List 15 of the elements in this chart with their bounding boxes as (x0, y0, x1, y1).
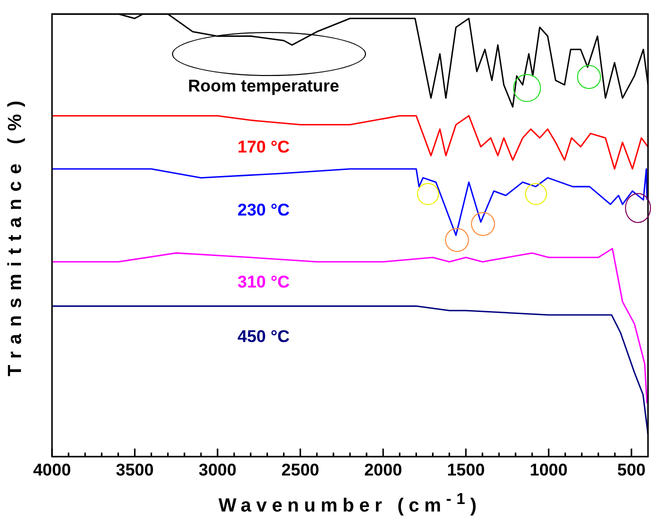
x-tick-label: 1500 (446, 460, 485, 480)
x-tick-label: 3000 (198, 460, 236, 480)
series-label: 170 °C (237, 137, 290, 156)
series-label: 230 °C (237, 200, 290, 220)
y-axis-title: Transmittance (%) (5, 92, 27, 378)
x-tick-label: 2000 (364, 460, 402, 480)
x-axis-title: Wavenumber (cm$^{-1}$) (217, 491, 483, 518)
series-label: 310 °C (237, 272, 290, 292)
x-tick-label: 1000 (530, 460, 568, 480)
series-label: 450 °C (237, 326, 290, 346)
x-tick-label: 3500 (116, 460, 154, 480)
x-tick-label: 4000 (33, 460, 71, 480)
text: Room temperature (188, 76, 340, 96)
x-tick-label: 500 (617, 460, 646, 480)
x-tick-label: 2500 (281, 460, 320, 480)
